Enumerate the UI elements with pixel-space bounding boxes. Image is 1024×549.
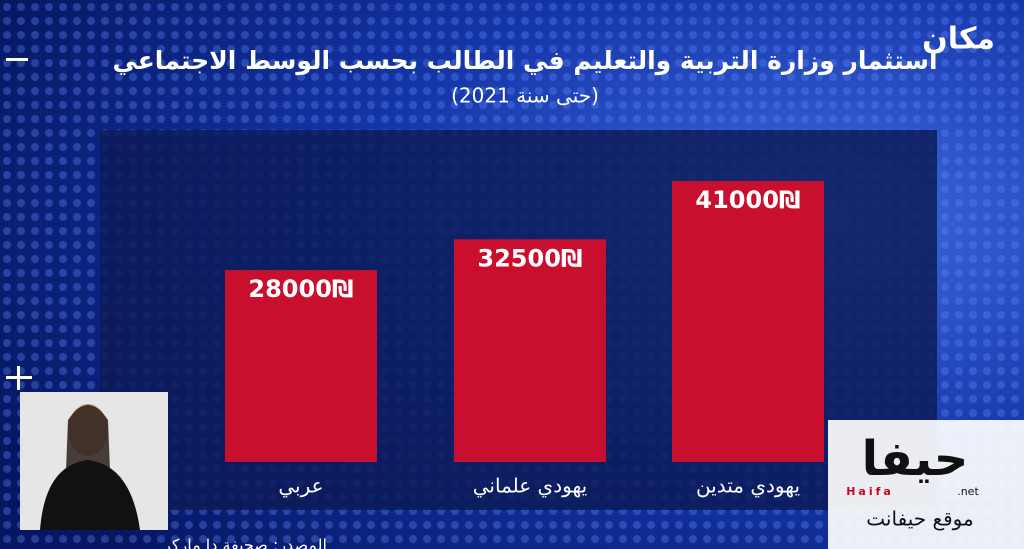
value-label: 32500₪ xyxy=(477,244,582,272)
logo-text: حيفا xyxy=(862,431,969,487)
bar xyxy=(672,181,824,462)
site-name: موقع حيفانت xyxy=(866,507,973,531)
bar xyxy=(454,239,606,462)
x-tick-label: يهودي علماني xyxy=(473,474,587,499)
logo-background xyxy=(828,420,1024,549)
figure-hair xyxy=(66,405,110,470)
value-label: 28000₪ xyxy=(248,275,353,303)
figure-body xyxy=(40,460,140,530)
chart-title: استثمار وزارة التربية والتعليم في الطالب… xyxy=(112,46,937,76)
decor-plus xyxy=(17,366,20,390)
source-note: المصدر: صحيفة دا ماركر xyxy=(162,536,327,549)
logo-latin: Haifa xyxy=(846,485,894,498)
x-tick-label: يهودي متدين xyxy=(696,474,800,499)
decor-dash xyxy=(6,58,28,61)
chart-subtitle: (حتى سنة 2021) xyxy=(451,84,599,108)
logo-suffix: .net xyxy=(957,485,979,498)
site-logo: حيفا Haifa .net موقع حيفانت xyxy=(828,420,1024,549)
x-tick-label: عربي xyxy=(278,474,323,499)
interpreter-video xyxy=(20,392,168,530)
value-label: 41000₪ xyxy=(695,186,800,214)
channel-logo: مكان xyxy=(922,22,995,57)
bar xyxy=(225,270,377,462)
